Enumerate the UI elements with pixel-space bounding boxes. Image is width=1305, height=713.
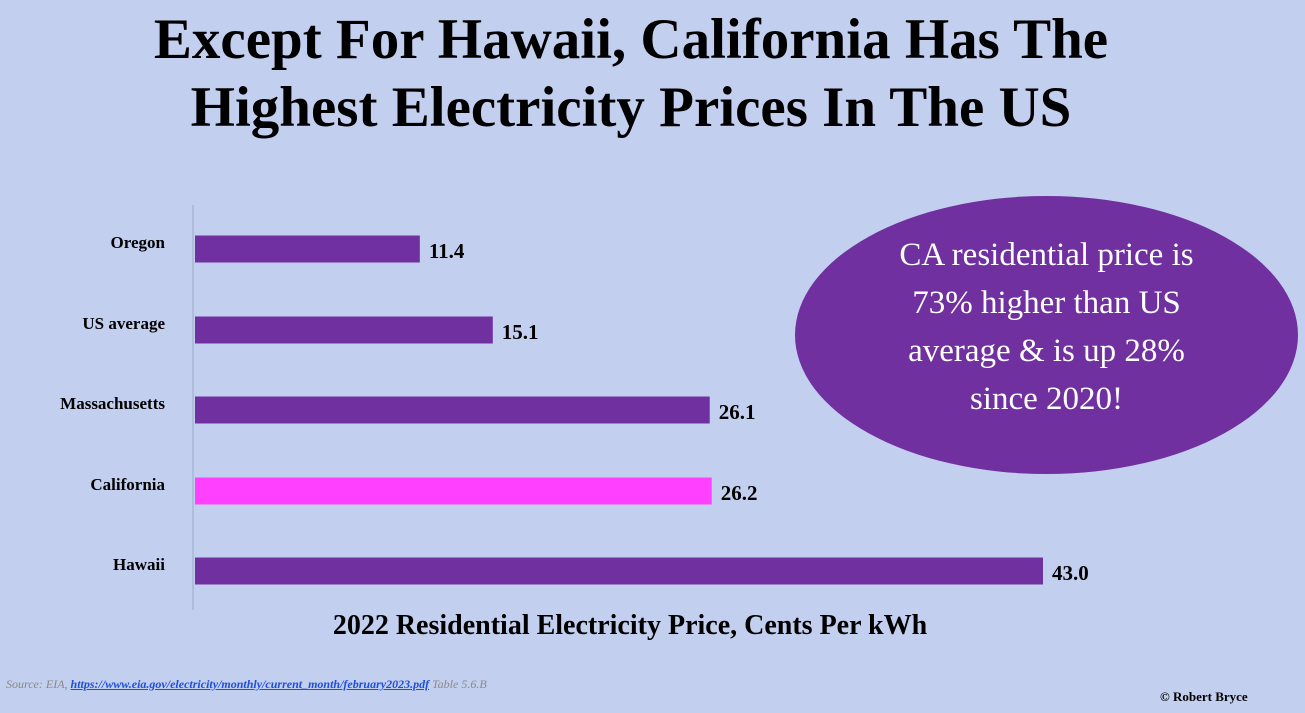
value-label: 43.0 [1052, 561, 1089, 585]
source-note: Source: EIA, https://www.eia.gov/electri… [6, 677, 487, 692]
category-label: California [90, 475, 165, 494]
bar-massachusetts [195, 396, 710, 424]
source-suffix: Table 5.6.B [432, 677, 487, 691]
callout-text: CA residential price is 73% higher than … [899, 237, 1194, 417]
bar-california [195, 477, 712, 505]
value-label: 26.2 [721, 481, 758, 505]
copyright-credit: © Robert Bryce [1160, 689, 1248, 704]
source-prefix: Source: EIA, [6, 677, 68, 691]
category-label: Massachusetts [60, 394, 165, 413]
source-link[interactable]: https://www.eia.gov/electricity/monthly/… [70, 677, 430, 691]
chart-title-line-2: Highest Electricity Prices In The US [190, 76, 1072, 139]
callout-ellipse: CA residential price is 73% higher than … [795, 196, 1298, 474]
category-label: Oregon [111, 233, 166, 252]
x-axis-label: 2022 Residential Electricity Price, Cent… [332, 610, 928, 641]
category-label: Hawaii [113, 555, 165, 574]
chart-title-line-1: Except For Hawaii, California Has The [153, 8, 1109, 71]
value-label: 15.1 [502, 320, 539, 344]
bar-oregon [195, 235, 420, 263]
value-label: 26.1 [719, 400, 756, 424]
value-label: 11.4 [429, 239, 465, 263]
category-label: US average [82, 314, 165, 333]
bar-hawaii [195, 557, 1043, 585]
chart-title: Except For Hawaii, California Has The Hi… [0, 6, 1262, 142]
bar-us-average [195, 316, 493, 344]
